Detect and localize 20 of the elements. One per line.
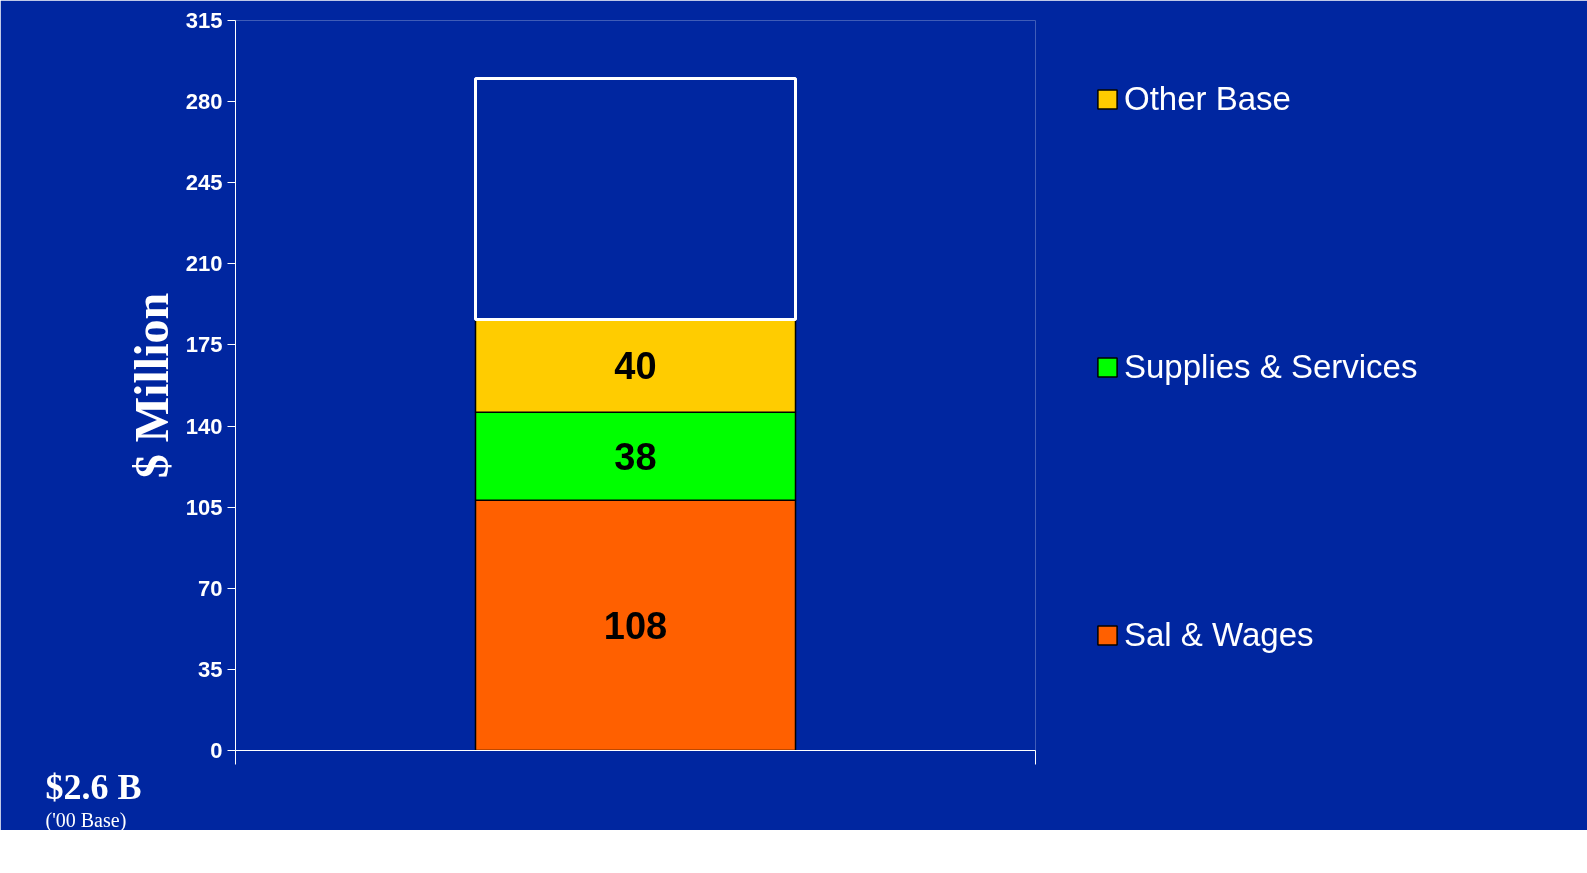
y-tick-label: 245 <box>185 170 223 196</box>
legend-label: Other Base <box>1124 80 1291 118</box>
y-tick-label: 280 <box>185 89 223 115</box>
data-label: 38 <box>614 435 657 478</box>
y-tick-label: 35 <box>198 656 223 682</box>
y-tick-label: 175 <box>185 332 223 358</box>
y-tick-label: 0 <box>210 738 223 763</box>
y-tick-label: 210 <box>185 251 223 277</box>
legend-label: Supplies & Services <box>1124 348 1418 386</box>
bar <box>474 76 797 321</box>
text: $2.6 B <box>45 766 142 807</box>
y-tick-label: 70 <box>198 575 223 601</box>
data-label: 40 <box>614 345 657 388</box>
text: ('00 Base) <box>45 808 127 832</box>
y-tick-label: 140 <box>185 413 223 439</box>
y-tick-label: 315 <box>185 8 223 33</box>
data-label: 108 <box>603 604 668 647</box>
y-axis-title: $ Million <box>124 292 178 479</box>
y-tick-label: 105 <box>185 494 223 520</box>
legend-label: Sal & Wages <box>1124 616 1314 654</box>
